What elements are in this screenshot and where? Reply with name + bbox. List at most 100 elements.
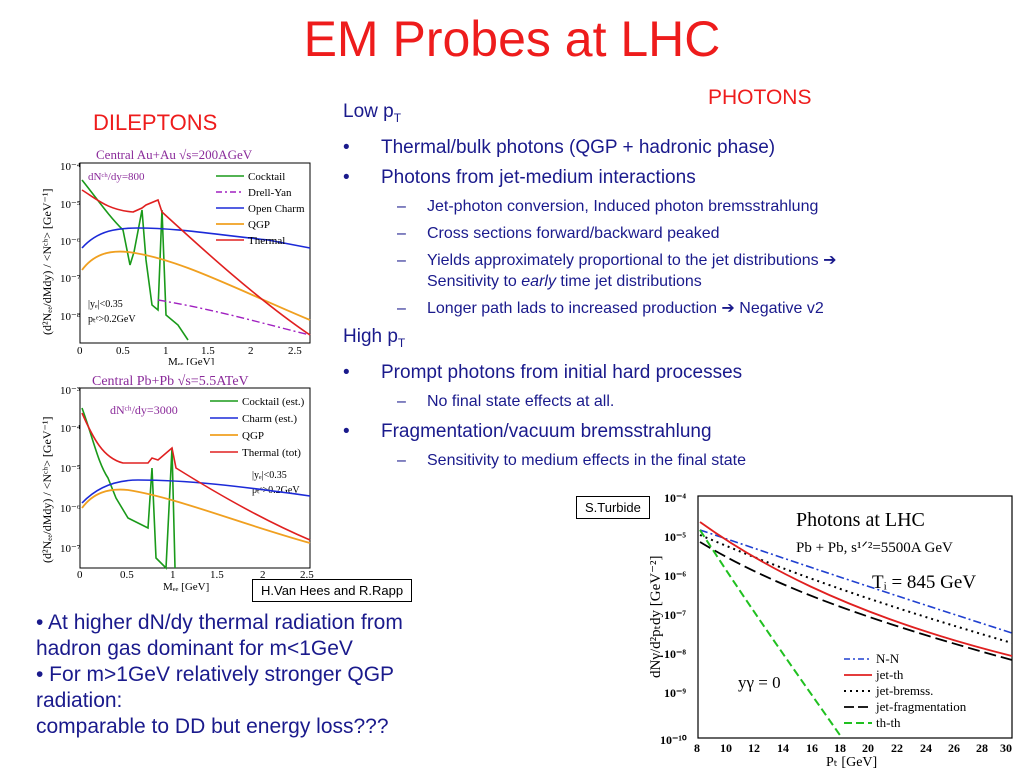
- x-tick: 1.5: [201, 345, 215, 357]
- y-tick: 10⁻³: [60, 385, 81, 397]
- y-tick: 10⁻⁴: [60, 423, 81, 435]
- curve-qgp: [81, 488, 311, 544]
- legend-item: Thermal: [248, 235, 285, 247]
- y-axis-label: (d²Nₑₑ/dMdy) / <Nᶜʰ> [GeV⁻¹]: [40, 189, 54, 335]
- x-tick: 12: [748, 741, 760, 755]
- cut-label: |yₑ|<0.35: [252, 470, 287, 481]
- curve-brems: [699, 534, 1013, 644]
- curve-cocktail: [81, 407, 176, 570]
- bullet-fragmentation: Fragmentation/vacuum bremsstrahlung: [343, 420, 943, 444]
- x-tick: 18: [834, 741, 846, 755]
- sub-bullet-yields: Yields approximately proportional to the…: [343, 250, 943, 292]
- dilepton-chart-lhc: Central Pb+Pb √s=5.5ATeV 10⁻³ 10⁻⁴ 10⁻⁵ …: [40, 374, 314, 593]
- legend-item: QGP: [242, 430, 264, 442]
- annotation: dNᶜʰ/dy=800: [88, 171, 145, 183]
- photon-bullet-list: Low pT Thermal/bulk photons (QGP + hadro…: [343, 100, 943, 471]
- y-tick: 10⁻⁶: [60, 503, 81, 515]
- legend-item: th-th: [876, 715, 901, 730]
- y-tick: 10⁻⁷: [60, 273, 81, 285]
- photons-label: PHOTONS: [708, 86, 812, 109]
- x-tick: 16: [806, 741, 818, 755]
- conclusion-line: hadron gas dominant for m<1GeV: [36, 637, 353, 660]
- curve-cocktail: [81, 179, 189, 341]
- bullet-thermal: Thermal/bulk photons (QGP + hadronic pha…: [343, 136, 943, 160]
- cut-label: pₜᵉ>0.2GeV: [252, 485, 300, 496]
- x-tick: 14: [777, 741, 789, 755]
- legend-item: jet-bremss.: [875, 683, 933, 698]
- curve-frag: [699, 541, 1013, 661]
- sub-bullet-cross-sections: Cross sections forward/backward peaked: [343, 223, 943, 244]
- legend-item: Thermal (tot): [242, 447, 301, 459]
- legend-item: Open Charm: [248, 203, 305, 215]
- x-axis-label: Mₑₑ [GeV]: [168, 356, 214, 365]
- x-tick: 10: [720, 741, 732, 755]
- legend-item: Cocktail (est.): [242, 396, 305, 408]
- dilepton-conclusions: • At higher dN/dy thermal radiation from…: [36, 610, 506, 740]
- high-pt-heading: High pT: [343, 325, 406, 350]
- x-tick: 30: [1000, 741, 1012, 755]
- conclusion-line: radiation:: [36, 689, 123, 712]
- sub-bullet-longer-path: Longer path lads to increased production…: [343, 298, 943, 319]
- x-tick: 1: [170, 569, 176, 581]
- x-axis-label: Pₜ [GeV]: [826, 755, 877, 768]
- legend-item: N-N: [876, 651, 900, 666]
- x-tick: 28: [976, 741, 988, 755]
- cut-label: |yₑ|<0.35: [88, 299, 123, 310]
- photon-chart-lhc: Photons at LHC Pb + Pb, s¹ᐟ²=5500A GeV T…: [648, 491, 1013, 768]
- y-axis-label: (d²Nₑₑ/dMdy) / <Nᶜʰ> [GeV⁻¹]: [40, 417, 54, 563]
- y-tick: 10⁻⁴: [60, 161, 81, 173]
- curve-th-th: [699, 529, 843, 739]
- curve-drell-yan: [157, 299, 311, 336]
- conclusion-line: • For m>1GeV relatively stronger QGP: [36, 663, 395, 686]
- y-tick: 10⁻⁵: [664, 530, 686, 544]
- bullet-jet-medium: Photons from jet-medium interactions: [343, 166, 943, 190]
- y-tick: 10⁻⁸: [664, 647, 686, 661]
- x-tick: 8: [694, 741, 700, 755]
- legend-item: jet-fragmentation: [875, 699, 967, 714]
- x-tick: 1.5: [210, 569, 224, 581]
- conclusion-line: comparable to DD but energy loss???: [36, 715, 389, 738]
- legend-item: jet-th: [875, 667, 904, 682]
- photon-chart-rapidity: yγ = 0: [738, 673, 781, 692]
- x-tick: 1: [163, 345, 169, 357]
- y-tick: 10⁻⁶: [664, 569, 686, 583]
- y-tick: 10⁻⁷: [60, 543, 81, 555]
- credit-rapp: H.Van Hees and R.Rapp: [252, 579, 413, 602]
- x-tick: 0.5: [116, 345, 130, 357]
- x-tick: 0: [77, 345, 83, 357]
- x-tick: 26: [948, 741, 960, 755]
- credit-turbide: S.Turbide: [576, 496, 650, 519]
- y-tick: 10⁻⁵: [60, 199, 81, 211]
- curve-nn: [699, 529, 1013, 634]
- dileptons-label: DILEPTONS: [93, 110, 218, 135]
- y-tick: 10⁻⁸: [60, 311, 81, 323]
- curve-open-charm: [81, 227, 311, 249]
- annotation: dNᶜʰ/dy=3000: [110, 403, 178, 417]
- x-tick: 24: [920, 741, 932, 755]
- curve-thermal: [81, 189, 311, 336]
- sub-bullet-medium-effects: Sensitivity to medium effects in the fin…: [343, 450, 943, 471]
- x-tick: 0.5: [120, 569, 134, 581]
- x-tick: 2: [248, 345, 254, 357]
- sub-bullet-conversion: Jet-photon conversion, Induced photon br…: [343, 196, 943, 217]
- curve-jet-th: [699, 521, 1013, 657]
- y-tick: 10⁻⁹: [664, 686, 686, 700]
- cut-label: pₜᵉ>0.2GeV: [88, 314, 136, 325]
- sub-bullet-no-final-state: No final state effects at all.: [343, 391, 943, 412]
- legend: Cocktail Drell-Yan Open Charm QGP Therma…: [216, 171, 305, 247]
- legend-item: Charm (est.): [242, 413, 297, 425]
- legend-item: Cocktail: [248, 171, 285, 183]
- photon-chart-subtitle: Pb + Pb, s¹ᐟ²=5500A GeV: [796, 540, 953, 556]
- photon-chart-ti: Tᵢ = 845 GeV: [872, 572, 976, 593]
- y-tick: 10⁻⁴: [664, 491, 686, 505]
- x-tick: 22: [891, 741, 903, 755]
- x-tick: 0: [77, 569, 83, 581]
- legend-item: QGP: [248, 219, 270, 231]
- y-tick: 10⁻⁶: [60, 236, 81, 248]
- slide-title: EM Probes at LHC: [303, 11, 721, 67]
- legend: N-N jet-th jet-bremss. jet-fragmentation…: [844, 651, 967, 730]
- y-tick: 10⁻⁵: [60, 463, 81, 475]
- x-tick: 2.5: [300, 569, 314, 581]
- low-pt-heading: Low pT: [343, 101, 402, 125]
- chart-top-title: Central Au+Au √s=200AGeV: [96, 147, 253, 162]
